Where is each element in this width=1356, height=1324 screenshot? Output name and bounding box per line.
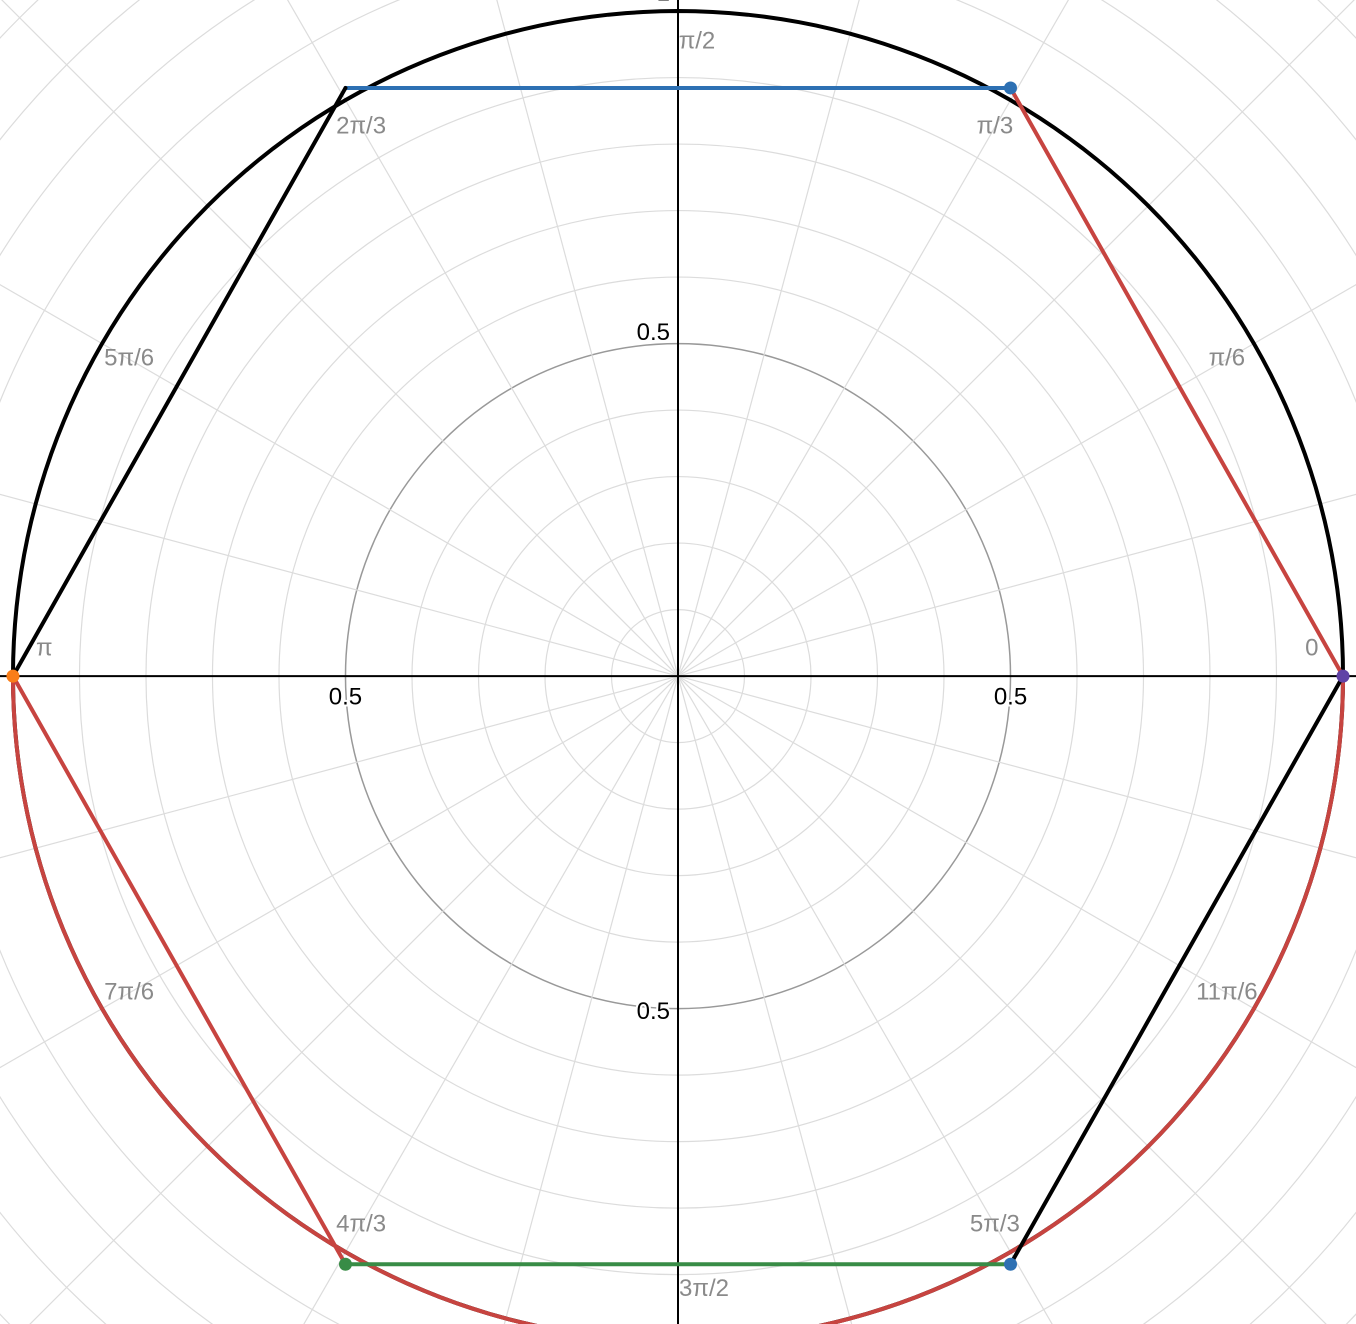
grid-ray: [29, 675, 679, 1324]
grid-ray: [677, 0, 860, 677]
x-tick-label: 0.5: [994, 683, 1027, 710]
x-tick-label: 0.5: [329, 683, 362, 710]
grid-ray: [0, 493, 679, 677]
angle-label: π/6: [1209, 345, 1246, 372]
angle-label: π/3: [977, 113, 1014, 140]
segment: [10, 674, 348, 1267]
grid-ray: [677, 675, 1356, 859]
point: [6, 669, 20, 683]
grid-ray: [677, 675, 1327, 1324]
grid-ray: [286, 0, 679, 677]
y-tick-label: 0.5: [637, 998, 670, 1025]
angle-label: 3π/2: [679, 1275, 729, 1302]
grid-ray: [0, 283, 679, 677]
angle-label: π/2: [679, 28, 716, 55]
angle-label: 11π/6: [1196, 978, 1258, 1005]
grid-ray: [1, 0, 679, 677]
angle-label: 5π/6: [104, 345, 154, 372]
point: [1336, 669, 1350, 683]
grid-ray: [496, 0, 679, 677]
grid-ray: [677, 0, 1070, 677]
segment: [1008, 674, 1346, 1267]
grid-ray: [677, 0, 1355, 677]
angle-label: π: [36, 634, 53, 661]
polar-curve: [10, 676, 1346, 1324]
grid-ray: [677, 675, 1356, 1069]
segment: [10, 85, 348, 679]
grid-ray: [677, 675, 1053, 1324]
segment: [1008, 85, 1346, 679]
point: [1004, 1257, 1018, 1271]
angle-label: 0: [1305, 634, 1318, 661]
angle-label: 4π/3: [336, 1210, 386, 1237]
angle-label: 7π/6: [104, 978, 154, 1005]
grid-ray: [303, 675, 679, 1324]
grid-ray: [677, 283, 1356, 677]
grid-ray: [503, 675, 679, 1324]
grid-ray: [677, 493, 1356, 677]
grid-ray: [0, 675, 679, 1069]
y-tick-label: 0.5: [637, 319, 670, 346]
angle-label: 2π/3: [336, 113, 386, 140]
point: [338, 1257, 352, 1271]
angle-label: 5π/3: [970, 1210, 1020, 1237]
y-tick-label: 1: [657, 0, 670, 6]
point: [1004, 81, 1018, 95]
grid-ray: [677, 675, 853, 1324]
grid-ray: [0, 675, 679, 859]
